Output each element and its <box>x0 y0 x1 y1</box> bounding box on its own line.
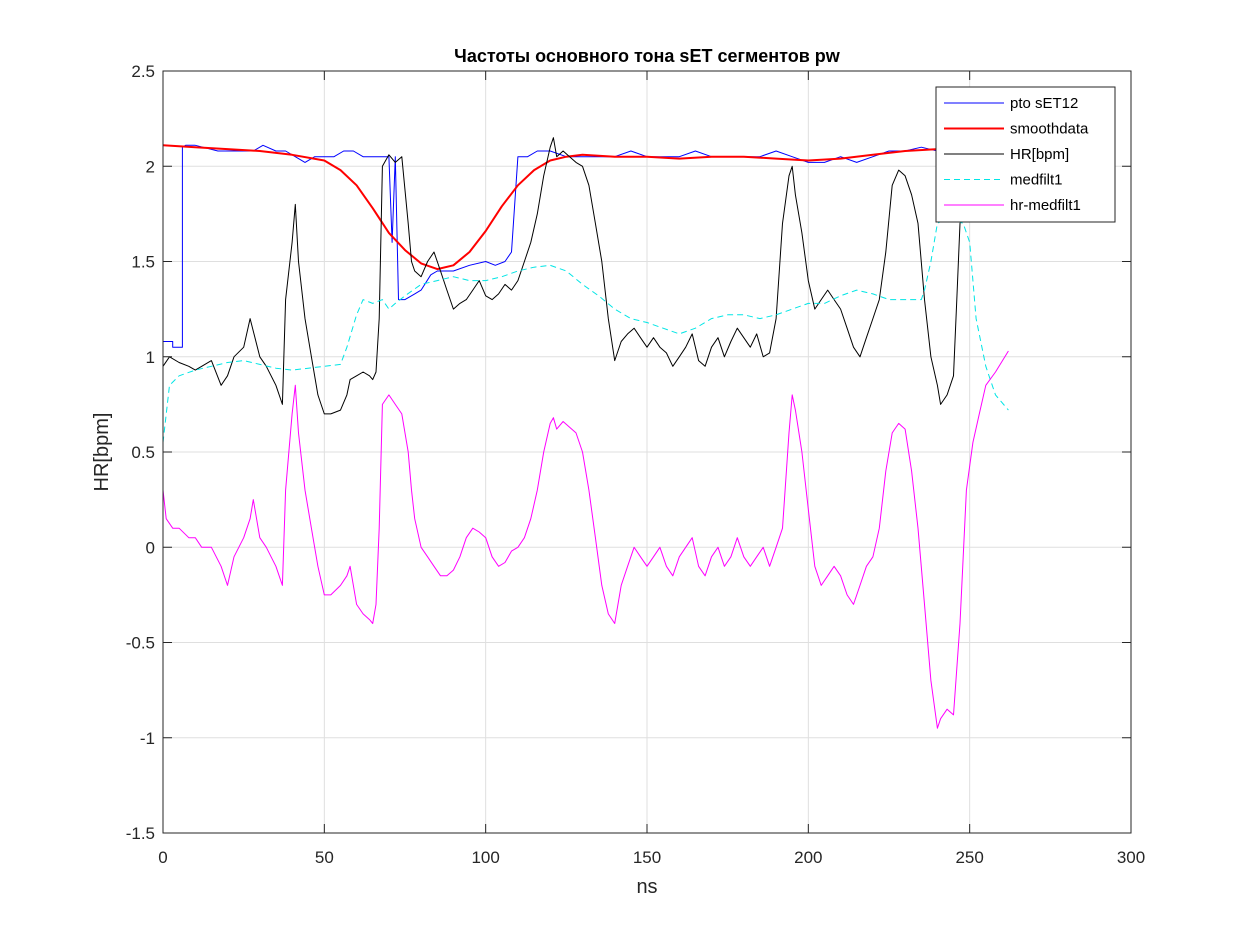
x-tick-label: 100 <box>471 848 499 867</box>
x-tick-label: 0 <box>158 848 167 867</box>
y-tick-label: -1 <box>140 729 155 748</box>
axis-ticks: 0 50 100 150 200 250 300 -1.5 -1 -0.5 0 0.5 1 1.5 2 2.5 <box>126 62 1145 867</box>
x-tick-label: 150 <box>633 848 661 867</box>
x-tick-label: 50 <box>315 848 334 867</box>
legend-label: hr-medfilt1 <box>1010 197 1081 214</box>
legend-label: pto sET12 <box>1010 95 1078 112</box>
y-tick-label: 1.5 <box>131 253 155 272</box>
legend: pto sET12 smoothdata HR[bpm] medfilt1 hr-med… <box>935 86 1116 223</box>
y-tick-label: 2 <box>146 157 155 176</box>
series-line-hr-bpm <box>162 137 964 415</box>
legend-label: smoothdata <box>1010 121 1089 138</box>
x-axis-label: ns <box>636 876 657 898</box>
legend-label: HR[bpm] <box>1010 146 1069 163</box>
y-tick-label: -1.5 <box>126 824 155 843</box>
y-tick-label: 2.5 <box>131 62 155 81</box>
y-tick-label: 0 <box>146 538 155 557</box>
series-line-pto-set12 <box>163 144 964 348</box>
legend-label: medfilt1 <box>1010 172 1063 189</box>
x-tick-label: 300 <box>1117 848 1145 867</box>
y-tick-label: 1 <box>146 348 155 367</box>
series-line-hr-medfilt1 <box>162 350 1009 729</box>
x-tick-label: 200 <box>794 848 822 867</box>
series-line-smoothdata <box>162 144 964 271</box>
chart-title: Частоты основного тона sET сегментов pw <box>454 46 841 66</box>
y-tick-label: 0.5 <box>131 443 155 462</box>
y-axis-label: HR[bpm] <box>91 413 113 492</box>
x-tick-label: 250 <box>955 848 983 867</box>
series-line-medfilt1 <box>162 219 1009 443</box>
y-tick-label: -0.5 <box>126 634 155 653</box>
series-layer <box>162 137 1009 729</box>
